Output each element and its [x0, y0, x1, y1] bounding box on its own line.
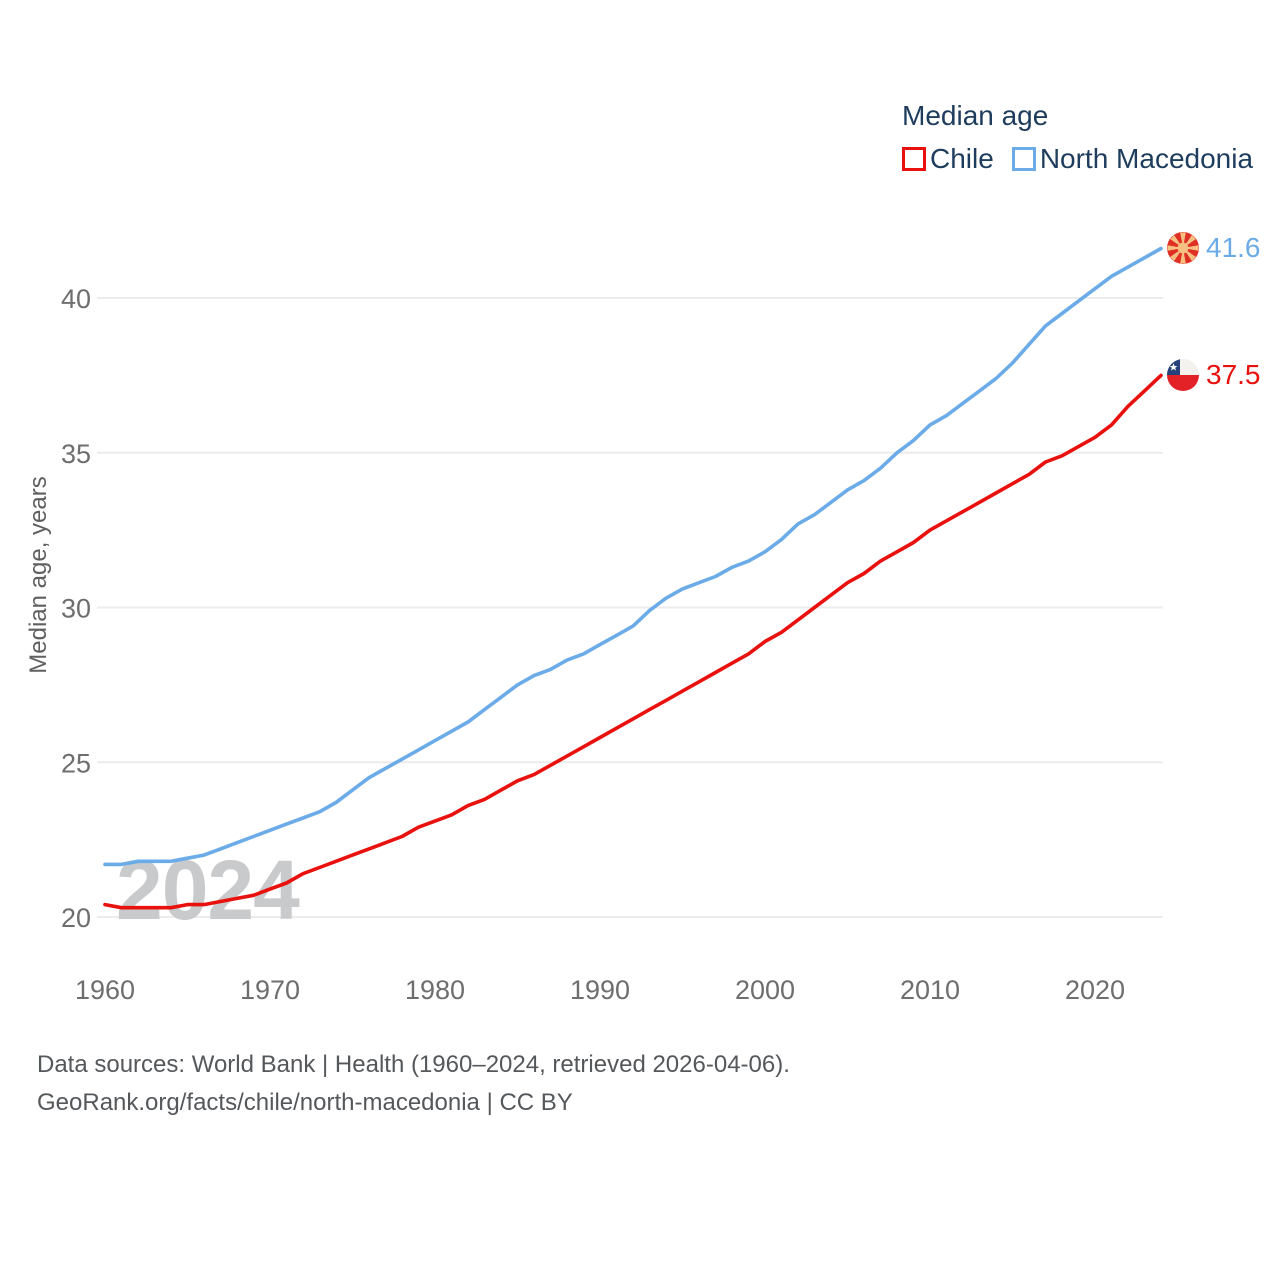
x-tick-label: 2020 [1065, 975, 1125, 1005]
chile-flag-icon [1167, 359, 1199, 392]
source-link[interactable]: GeoRank.org/facts/chile/north-macedonia … [37, 1089, 573, 1116]
north-macedonia-color-swatch [1011, 147, 1036, 171]
legend-item-north-macedonia-label: North Macedonia [1039, 143, 1254, 174]
north-macedonia-line-series[interactable] [103, 246, 1163, 867]
x-tick-label: 2010 [900, 975, 960, 1005]
y-tick-label: 25 [61, 748, 91, 778]
north-macedonia-flag-icon [1167, 232, 1199, 265]
y-tick-label: 20 [61, 903, 91, 933]
legend-title: Median age [902, 100, 1049, 131]
chile-end-value: 37.5 [1206, 359, 1261, 391]
data-sources-note: Data sources: World Bank | Health (1960–… [37, 1051, 790, 1078]
legend-item-chile[interactable]: Chile [902, 143, 994, 175]
y-tick-label: 30 [61, 594, 91, 624]
gridlines [97, 297, 1163, 918]
y-tick-label: 35 [61, 439, 91, 469]
chile-line-series[interactable] [103, 373, 1163, 910]
x-tick-label: 1980 [405, 975, 465, 1005]
x-tick-label: 1990 [570, 975, 630, 1005]
north-macedonia-end-value: 41.6 [1206, 232, 1261, 264]
north-macedonia-end-label: 41.6 [1167, 232, 1261, 265]
x-tick-label: 1960 [75, 975, 135, 1005]
chart-footer: Data sources: World Bank | Health (1960–… [37, 1046, 790, 1122]
y-axis-title: Median age, years [25, 476, 52, 673]
x-tick-label: 1970 [240, 975, 300, 1005]
chart-series-layer [103, 246, 1163, 910]
chile-color-swatch [902, 147, 926, 171]
y-tick-label: 40 [61, 284, 91, 314]
x-tick-label: 2000 [735, 975, 795, 1005]
legend-items: Chile North Macedonia [902, 143, 1253, 175]
x-axis-tick-labels: 1960 1970 1980 1990 2000 2010 2020 [75, 975, 1125, 1005]
chart-legend: Median age Chile North Macedonia [902, 100, 1253, 175]
chile-end-label: 37.5 [1167, 359, 1261, 392]
y-axis-tick-labels: 20 25 30 35 40 [61, 284, 91, 933]
legend-item-north-macedonia[interactable]: North Macedonia [1011, 143, 1254, 175]
legend-item-chile-label: Chile [930, 143, 994, 174]
